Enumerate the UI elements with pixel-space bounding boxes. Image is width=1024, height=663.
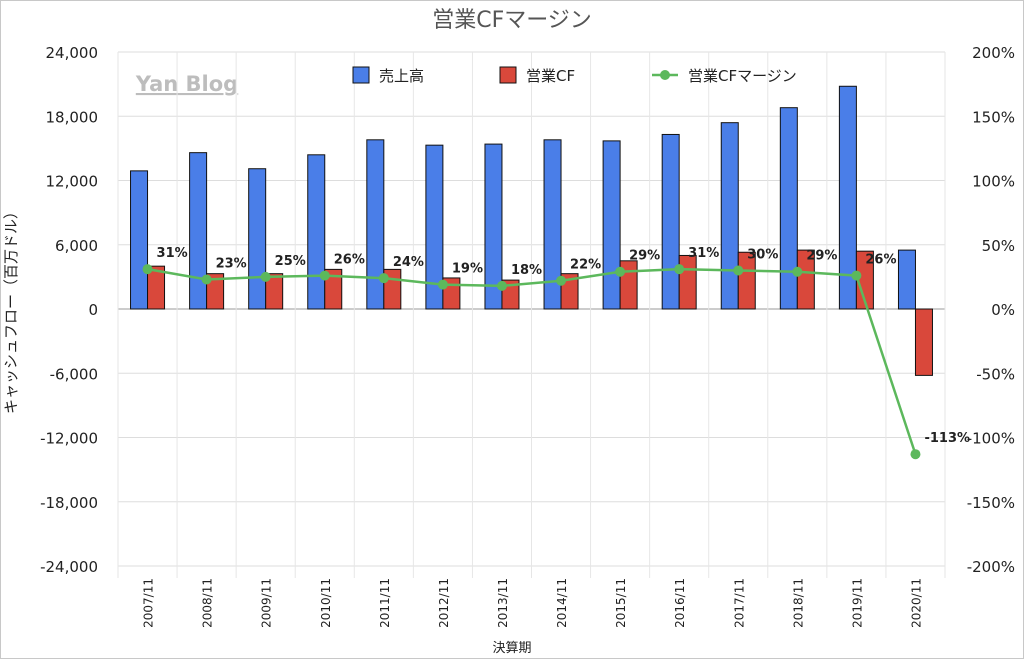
- left-tick-label: -24,000: [40, 558, 98, 576]
- x-tick-label: 2019/11: [850, 578, 864, 628]
- revenue-bar: [130, 170, 149, 310]
- watermark-text: Yan Blog: [135, 72, 238, 96]
- margin-point: [556, 275, 567, 286]
- left-tick-label: 6,000: [55, 237, 98, 255]
- left-tick-label: -18,000: [40, 494, 98, 512]
- revenue-bar: [897, 249, 916, 310]
- margin-point: [851, 270, 862, 281]
- left-tick-label: -6,000: [50, 365, 98, 383]
- right-tick-label: -150%: [967, 494, 1015, 512]
- revenue-bar: [661, 133, 680, 310]
- margin-point: [437, 279, 448, 290]
- operating-cf-bar: [324, 268, 343, 310]
- margin-point: [910, 449, 921, 460]
- margin-point: [260, 271, 271, 282]
- x-tick-label: 2011/11: [378, 578, 392, 628]
- margin-data-label: 24%: [393, 255, 424, 270]
- revenue-bar: [484, 143, 503, 310]
- x-tick-label: 2010/11: [319, 578, 333, 628]
- margin-line: [147, 267, 917, 455]
- x-tick-label: 2009/11: [260, 578, 274, 628]
- legend-label: 売上高: [379, 67, 424, 85]
- x-tick-label: 2016/11: [673, 578, 687, 628]
- left-tick-label: 18,000: [46, 108, 99, 126]
- revenue-bar: [779, 107, 798, 310]
- left-tick-label: 24,000: [46, 44, 99, 62]
- margin-data-label: 25%: [275, 254, 306, 269]
- x-tick-label: 2013/11: [496, 578, 510, 628]
- margin-point: [792, 266, 803, 277]
- x-tick-label: 2007/11: [142, 578, 156, 628]
- margin-data-label: 29%: [806, 249, 837, 264]
- revenue-bar: [189, 152, 208, 310]
- margin-point: [496, 280, 507, 291]
- margin-data-label: 19%: [452, 262, 483, 277]
- y-axis-label: キャッシュフロー（百万ドル）: [2, 204, 20, 414]
- revenue-bar: [720, 122, 739, 310]
- x-tick-label: 2020/11: [909, 578, 923, 628]
- revenue-bar: [602, 140, 621, 310]
- left-tick-label: 0: [88, 301, 98, 319]
- x-tick-label: 2008/11: [201, 578, 215, 628]
- margin-point: [319, 270, 330, 281]
- right-tick-label: 0%: [991, 301, 1015, 319]
- margin-point: [201, 274, 212, 285]
- margin-data-label: 23%: [216, 256, 247, 271]
- left-tick-label: -12,000: [40, 430, 98, 448]
- right-tick-label: 50%: [982, 237, 1015, 255]
- margin-data-label: 26%: [865, 253, 896, 268]
- margin-point: [142, 264, 153, 275]
- margin-point: [378, 273, 389, 284]
- operating-cf-bar: [796, 249, 815, 310]
- margin-data-label: -113%: [924, 431, 970, 446]
- legend-label: 営業CF: [526, 67, 575, 85]
- left-tick-label: 12,000: [46, 173, 99, 191]
- legend-marker: [660, 70, 670, 80]
- right-tick-label: 150%: [972, 108, 1015, 126]
- margin-point: [733, 265, 744, 276]
- margin-data-label: 26%: [334, 253, 365, 268]
- x-tick-label: 2015/11: [614, 578, 628, 628]
- margin-point: [674, 264, 685, 275]
- revenue-bar: [838, 85, 857, 310]
- right-tick-label: -200%: [967, 558, 1015, 576]
- right-tick-label: -100%: [967, 430, 1015, 448]
- revenue-bar: [307, 154, 326, 310]
- operating-cf-bar: [914, 308, 933, 376]
- x-axis-label: 決算期: [492, 641, 531, 656]
- x-tick-label: 2014/11: [555, 578, 569, 628]
- margin-data-label: 18%: [511, 263, 542, 278]
- margin-data-label: 31%: [157, 246, 188, 261]
- revenue-bar: [366, 139, 385, 310]
- margin-data-label: 29%: [629, 249, 660, 264]
- right-tick-label: -50%: [976, 365, 1015, 383]
- operating-cf-bar: [678, 254, 697, 310]
- operating-cf-bar: [737, 251, 756, 310]
- legend-label: 営業CFマージン: [688, 67, 797, 85]
- revenue-bar: [543, 139, 562, 310]
- x-tick-label: 2018/11: [791, 578, 805, 628]
- x-tick-label: 2012/11: [437, 578, 451, 628]
- legend-swatch: [499, 66, 517, 84]
- margin-data-label: 30%: [747, 247, 778, 262]
- operating-cf-bar: [265, 273, 284, 310]
- margin-data-label: 31%: [688, 246, 719, 261]
- right-tick-label: 100%: [972, 173, 1015, 191]
- chart-title: 営業CFマージン: [432, 8, 592, 33]
- margin-point: [615, 266, 626, 277]
- revenue-bar: [425, 144, 444, 310]
- right-tick-label: 200%: [972, 44, 1015, 62]
- operating-cf-bar: [147, 265, 166, 310]
- operating-cf-bar: [206, 273, 225, 310]
- x-tick-label: 2017/11: [732, 578, 746, 628]
- revenue-bar: [248, 168, 267, 310]
- margin-data-label: 22%: [570, 258, 601, 273]
- legend-swatch: [352, 66, 370, 84]
